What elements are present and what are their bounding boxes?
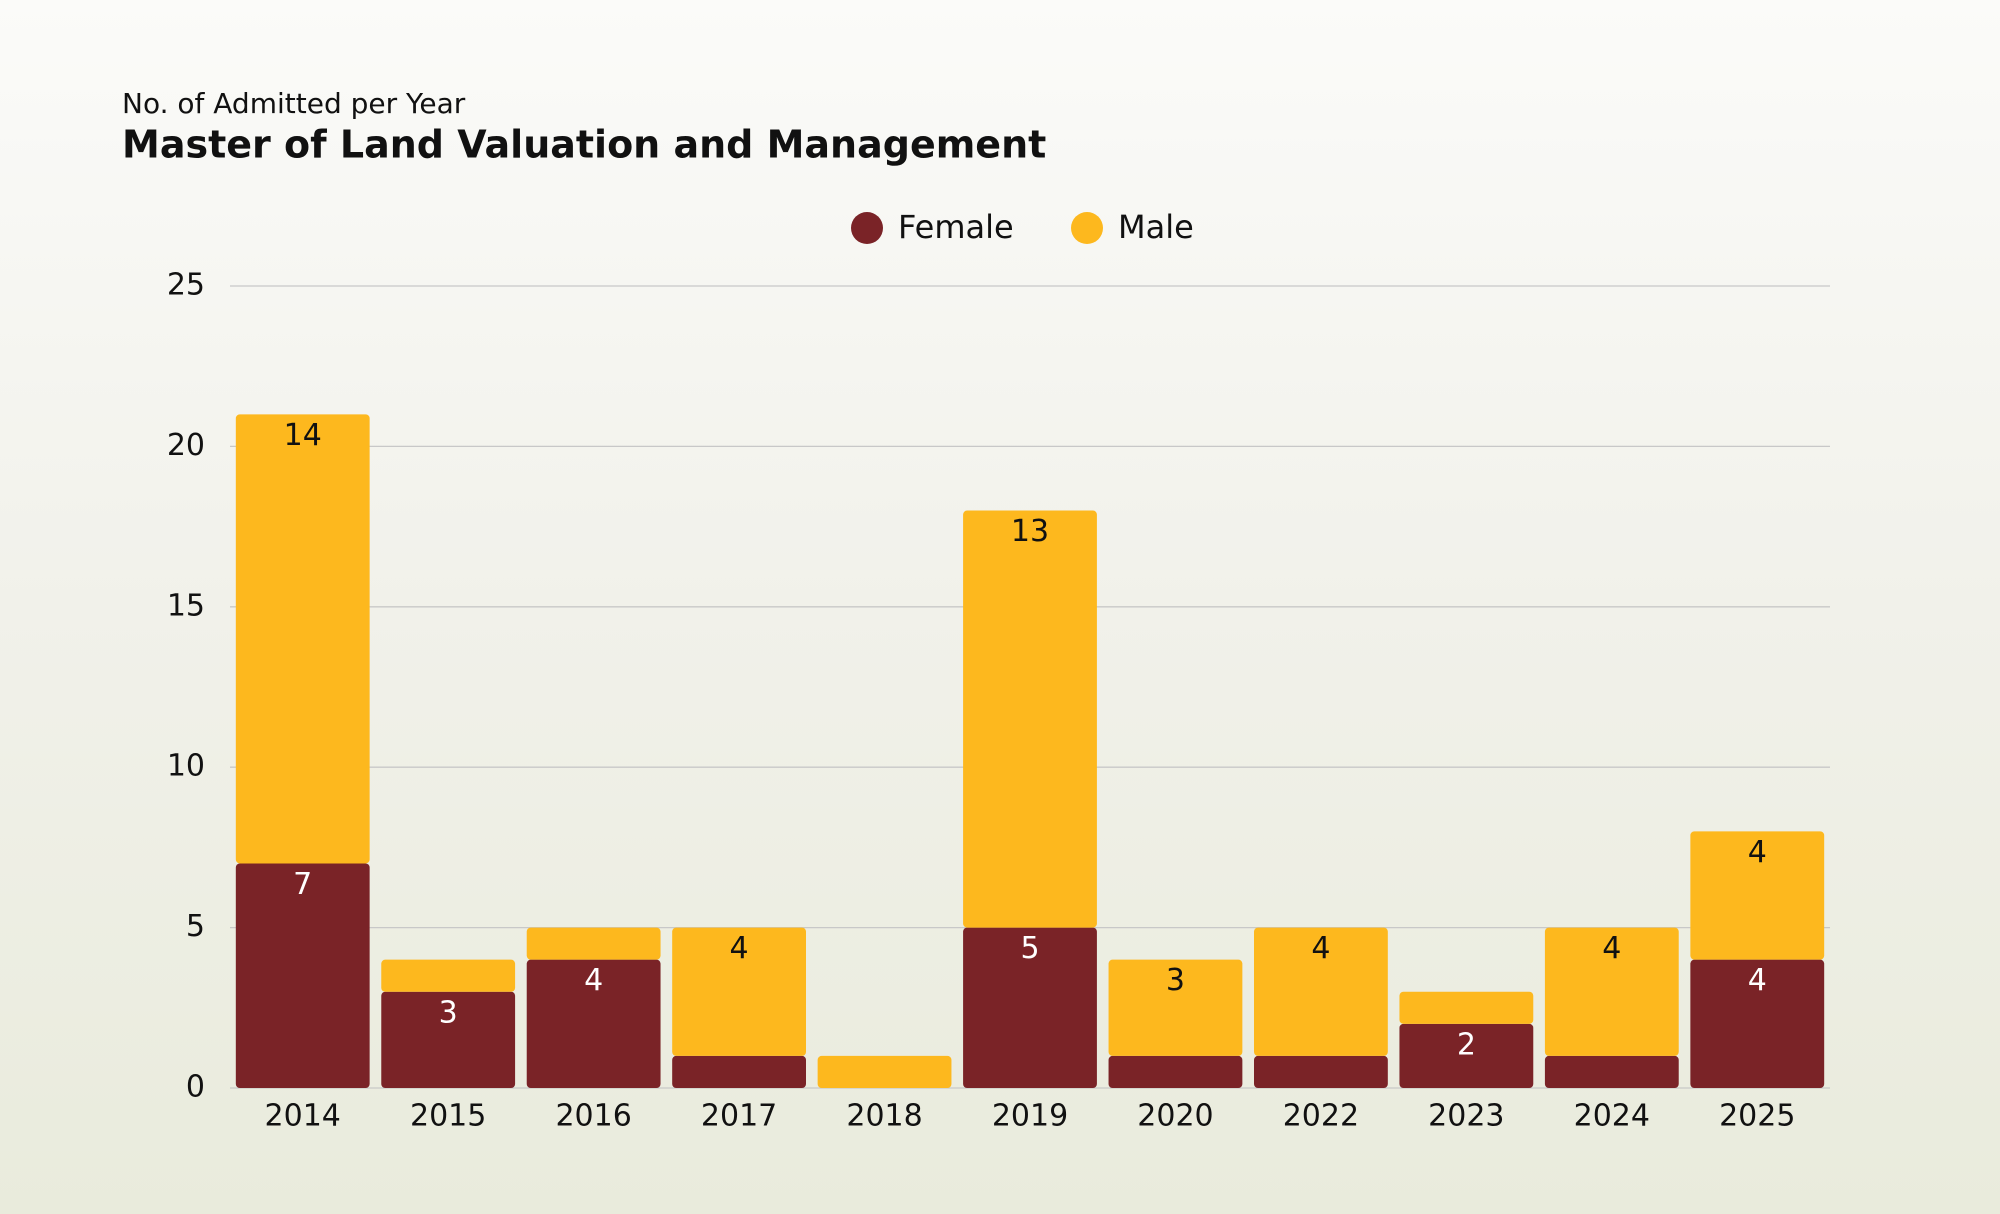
bar-segment: [235, 863, 370, 1088]
x-tick-label: 2014: [265, 1099, 341, 1134]
data-label: 4: [1748, 835, 1767, 870]
y-tick-label: 10: [167, 749, 205, 784]
data-label: 13: [1011, 514, 1049, 549]
y-tick-label: 15: [167, 588, 205, 623]
bar-segment: [1544, 927, 1679, 1056]
y-tick-label: 5: [186, 909, 205, 944]
legend-swatch: [1071, 212, 1103, 244]
data-label: 4: [1311, 931, 1330, 966]
legend-label: Female: [898, 208, 1014, 246]
x-tick-label: 2019: [992, 1099, 1068, 1134]
bar-segment: [235, 414, 370, 864]
bar-segment: [963, 927, 1097, 1088]
data-label: 4: [1602, 931, 1621, 966]
bar-segment: [1108, 959, 1243, 1056]
y-tick-label: 20: [167, 428, 205, 463]
data-label: 4: [730, 931, 749, 966]
x-tick-label: 2018: [846, 1099, 922, 1134]
legend: Female Male: [851, 208, 1194, 246]
bar-segment: [381, 991, 516, 1088]
x-tick-label: 2016: [555, 1099, 631, 1134]
y-tick-label: 25: [167, 268, 205, 303]
bar-segment: [1544, 1055, 1679, 1088]
bar-segment: [1254, 1055, 1388, 1088]
x-tick-label: 2015: [410, 1099, 486, 1134]
bar-segment: [526, 959, 661, 1088]
x-tick-label: 2023: [1428, 1099, 1504, 1134]
data-label: 4: [584, 963, 603, 998]
legend-swatch: [851, 212, 883, 244]
data-label: 4: [1748, 963, 1767, 998]
bar-segment: [963, 510, 1097, 928]
data-label: 3: [439, 995, 458, 1030]
x-tick-label: 2022: [1283, 1099, 1359, 1134]
bar-segment: [1690, 831, 1825, 960]
chart-title: Master of Land Valuation and Management: [122, 123, 1046, 167]
bar-segment: [672, 927, 806, 1056]
bar-segment: [1399, 991, 1534, 1024]
bar-segment: [817, 1055, 952, 1088]
data-label: 14: [284, 418, 322, 453]
x-tick-label: 2024: [1574, 1099, 1650, 1134]
bar-segment: [1690, 959, 1825, 1088]
bar-segment: [1108, 1055, 1243, 1088]
bar-segment: [526, 927, 661, 960]
data-label: 7: [293, 867, 312, 902]
legend-label: Male: [1118, 208, 1194, 246]
data-label: 2: [1457, 1027, 1476, 1062]
bar-segment: [381, 959, 516, 992]
x-tick-label: 2020: [1137, 1099, 1213, 1134]
chart-subtitle: No. of Admitted per Year: [122, 87, 466, 120]
bar-segment: [1254, 927, 1388, 1056]
bar-segment: [672, 1055, 806, 1088]
bar-segment: [1399, 1023, 1534, 1088]
data-label: 5: [1020, 931, 1039, 966]
x-tick-label: 2025: [1719, 1099, 1795, 1134]
x-tick-label: 2017: [701, 1099, 777, 1134]
data-label: 3: [1166, 963, 1185, 998]
y-tick-label: 0: [186, 1070, 205, 1105]
